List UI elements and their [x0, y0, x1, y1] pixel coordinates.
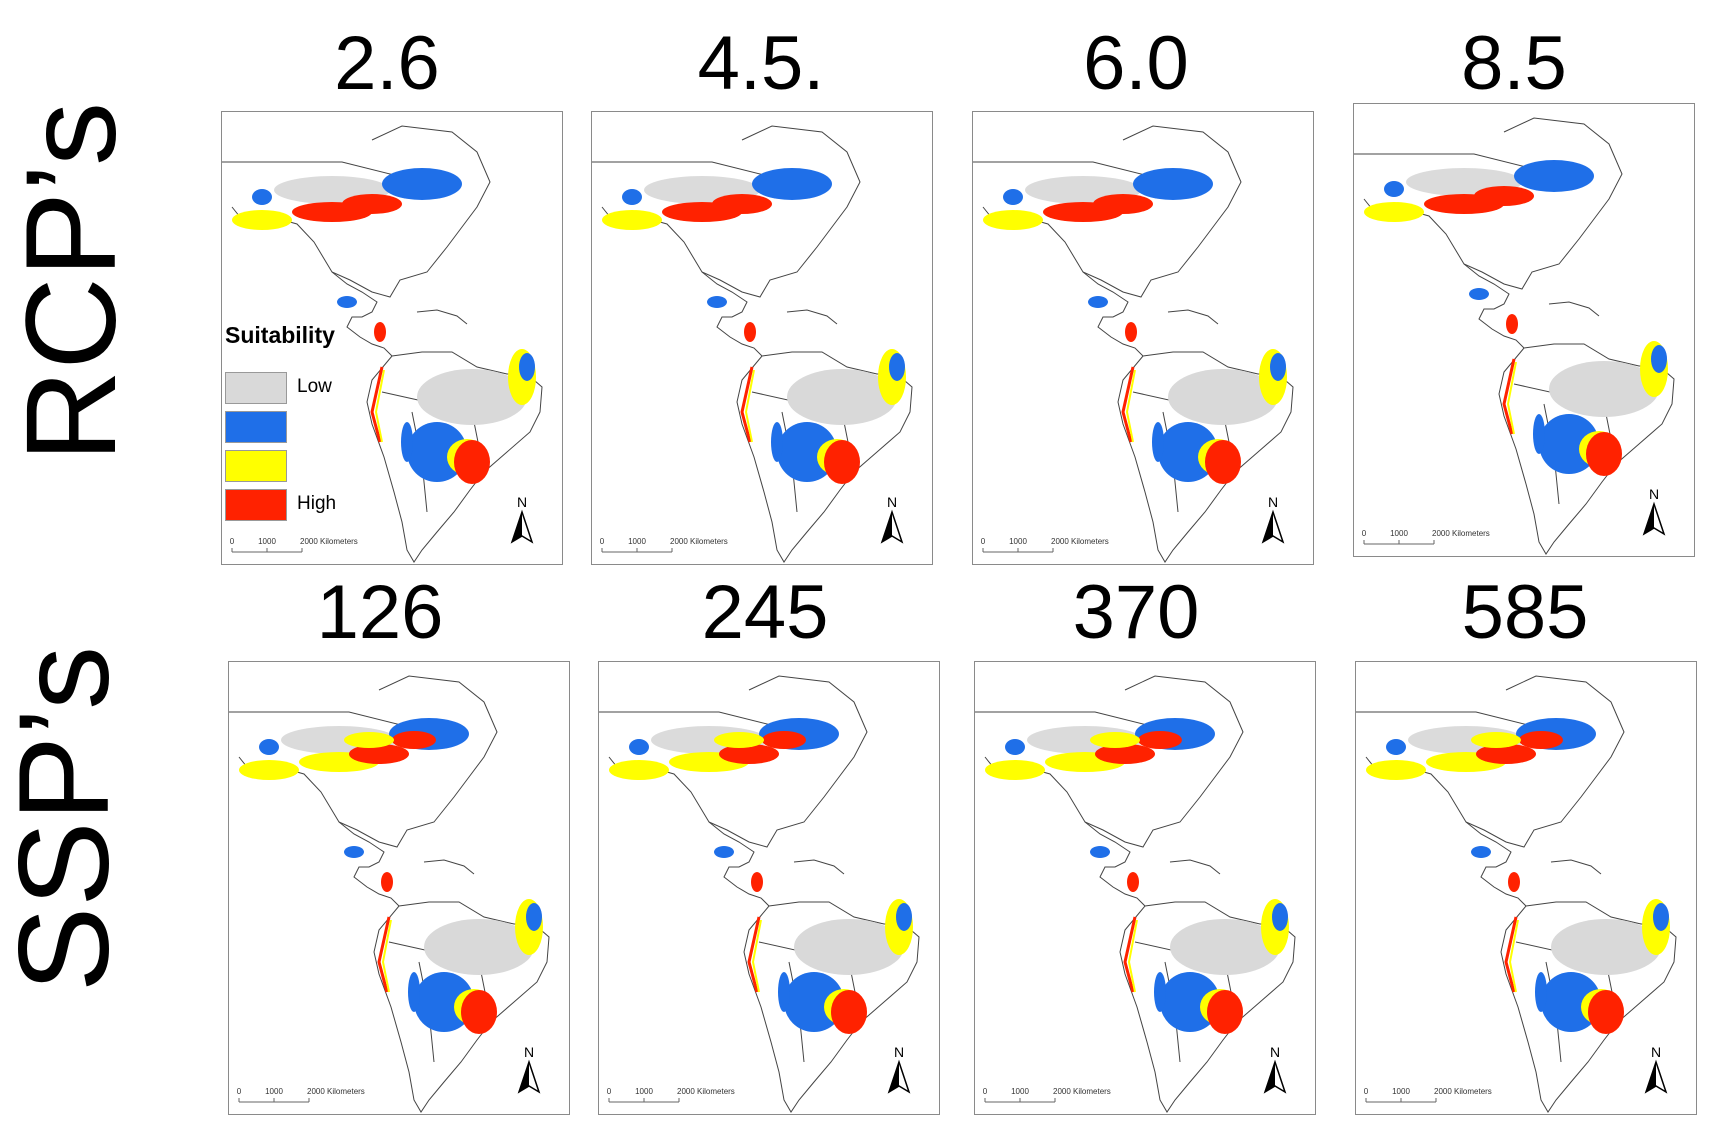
svg-text:0: 0	[600, 537, 605, 546]
svg-text:0: 0	[983, 1087, 988, 1096]
legend-swatch-mid-high	[225, 450, 287, 482]
north-arrow-icon: N	[517, 1044, 541, 1094]
svg-text:N: N	[524, 1044, 534, 1060]
svg-text:N: N	[1268, 494, 1278, 510]
suitability-zones	[602, 168, 906, 484]
scale-bar: 0 1000 2000 Kilometers	[1364, 1087, 1492, 1103]
scale-bar: 0 1000 2000 Kilometers	[981, 537, 1109, 553]
svg-text:N: N	[894, 1044, 904, 1060]
suitability-zones	[1364, 160, 1668, 476]
map-panel-rcp-6.0: N 0 1000 2000 Kilometers	[972, 111, 1314, 565]
svg-text:1000: 1000	[258, 537, 276, 546]
north-arrow-icon: N	[1642, 486, 1666, 536]
suitability-zones	[983, 168, 1287, 484]
svg-text:1000: 1000	[635, 1087, 653, 1096]
svg-text:0: 0	[1364, 1087, 1369, 1096]
svg-text:1000: 1000	[1390, 529, 1408, 538]
svg-text:N: N	[517, 494, 527, 510]
map-panel-ssp-245: N 0 1000 2000 Kilometers	[598, 661, 940, 1115]
svg-text:0: 0	[607, 1087, 612, 1096]
panel-title: 6.0	[1083, 21, 1189, 106]
north-arrow-icon: N	[880, 494, 904, 544]
legend-swatch-low	[225, 372, 287, 404]
suitability-zones	[232, 168, 536, 484]
svg-text:1000: 1000	[1392, 1087, 1410, 1096]
svg-text:N: N	[1649, 486, 1659, 502]
svg-text:2000 Kilometers: 2000 Kilometers	[1051, 537, 1109, 546]
map-outline	[1356, 675, 1677, 1113]
svg-text:0: 0	[1362, 529, 1367, 538]
panel-title: 370	[1072, 570, 1200, 655]
scale-bar: 0 1000 2000 Kilometers	[983, 1087, 1111, 1103]
north-arrow-icon: N	[510, 494, 534, 544]
legend-label-high: High	[297, 493, 337, 514]
map-panel-ssp-585: N 0 1000 2000 Kilometers	[1355, 661, 1697, 1115]
svg-text:2000 Kilometers: 2000 Kilometers	[1434, 1087, 1492, 1096]
suitability-zones	[239, 718, 543, 1034]
svg-text:0: 0	[230, 537, 235, 546]
north-arrow-icon: N	[1263, 1044, 1287, 1094]
svg-text:1000: 1000	[265, 1087, 283, 1096]
svg-text:1000: 1000	[1009, 537, 1027, 546]
panel-title: 2.6	[334, 21, 440, 106]
north-arrow-icon: N	[887, 1044, 911, 1094]
scale-bar: 0 1000 2000 Kilometers	[230, 537, 358, 553]
suitability-zones	[985, 718, 1289, 1034]
svg-text:0: 0	[981, 537, 986, 546]
legend-swatch-mid-low	[225, 411, 287, 443]
svg-text:2000 Kilometers: 2000 Kilometers	[670, 537, 728, 546]
scale-bar: 0 1000 2000 Kilometers	[237, 1087, 365, 1103]
map-panel-ssp-126: N 0 1000 2000 Kilometers	[228, 661, 570, 1115]
panel-title: 245	[701, 570, 829, 655]
svg-text:1000: 1000	[628, 537, 646, 546]
map-panel-ssp-370: N 0 1000 2000 Kilometers	[974, 661, 1316, 1115]
svg-text:2000 Kilometers: 2000 Kilometers	[307, 1087, 365, 1096]
svg-text:1000: 1000	[1011, 1087, 1029, 1096]
panel-title: 4.5.	[697, 21, 825, 106]
scale-bar: 0 1000 2000 Kilometers	[607, 1087, 735, 1103]
north-arrow-icon: N	[1644, 1044, 1668, 1094]
panel-title: 126	[316, 570, 444, 655]
svg-text:2000 Kilometers: 2000 Kilometers	[300, 537, 358, 546]
legend-swatch-high	[225, 489, 287, 521]
suitability-zones	[609, 718, 913, 1034]
row-label-rcp: RCP’s	[0, 101, 144, 463]
legend-label-low: Low	[297, 376, 332, 397]
svg-text:N: N	[887, 494, 897, 510]
panel-title: 585	[1461, 570, 1589, 655]
scale-bar: 0 1000 2000 Kilometers	[1362, 529, 1490, 545]
svg-text:0: 0	[237, 1087, 242, 1096]
panel-title: 8.5	[1461, 21, 1567, 106]
map-panel-rcp-8.5: N 0 1000 2000 Kilometers	[1353, 103, 1695, 557]
row-label-ssp: SSP’s	[0, 645, 137, 993]
svg-text:2000 Kilometers: 2000 Kilometers	[1053, 1087, 1111, 1096]
legend: Suitability Low High	[225, 322, 375, 521]
svg-text:2000 Kilometers: 2000 Kilometers	[1432, 529, 1490, 538]
svg-text:N: N	[1270, 1044, 1280, 1060]
map-panel-rcp-4.5: N 0 1000 2000 Kilometers	[591, 111, 933, 565]
scale-bar: 0 1000 2000 Kilometers	[600, 537, 728, 553]
suitability-zones	[1366, 718, 1670, 1034]
svg-text:2000 Kilometers: 2000 Kilometers	[677, 1087, 735, 1096]
north-arrow-icon: N	[1261, 494, 1285, 544]
legend-title: Suitability	[225, 322, 335, 348]
svg-text:N: N	[1651, 1044, 1661, 1060]
